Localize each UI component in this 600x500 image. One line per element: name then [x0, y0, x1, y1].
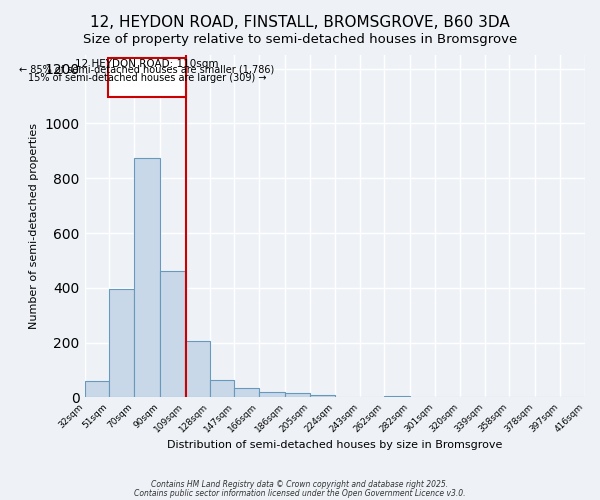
- Text: ← 85% of semi-detached houses are smaller (1,786): ← 85% of semi-detached houses are smalle…: [19, 64, 275, 74]
- Text: Size of property relative to semi-detached houses in Bromsgrove: Size of property relative to semi-detach…: [83, 32, 517, 46]
- Bar: [235, 388, 259, 398]
- X-axis label: Distribution of semi-detached houses by size in Bromsgrove: Distribution of semi-detached houses by …: [167, 440, 502, 450]
- Bar: [259, 392, 285, 398]
- Bar: [134, 158, 160, 398]
- Bar: [209, 380, 235, 398]
- Bar: [85, 381, 109, 398]
- Text: Contains HM Land Registry data © Crown copyright and database right 2025.: Contains HM Land Registry data © Crown c…: [151, 480, 449, 489]
- Bar: [185, 342, 209, 398]
- Text: 15% of semi-detached houses are larger (309) →: 15% of semi-detached houses are larger (…: [28, 73, 266, 83]
- Bar: [384, 396, 410, 398]
- Text: 12, HEYDON ROAD, FINSTALL, BROMSGROVE, B60 3DA: 12, HEYDON ROAD, FINSTALL, BROMSGROVE, B…: [90, 15, 510, 30]
- Text: Contains public sector information licensed under the Open Government Licence v3: Contains public sector information licen…: [134, 488, 466, 498]
- Bar: [109, 290, 134, 398]
- Bar: [285, 394, 310, 398]
- Y-axis label: Number of semi-detached properties: Number of semi-detached properties: [29, 123, 39, 329]
- Text: 12 HEYDON ROAD: 110sqm: 12 HEYDON ROAD: 110sqm: [76, 59, 219, 69]
- FancyBboxPatch shape: [108, 58, 186, 98]
- Bar: [310, 395, 335, 398]
- Bar: [160, 272, 185, 398]
